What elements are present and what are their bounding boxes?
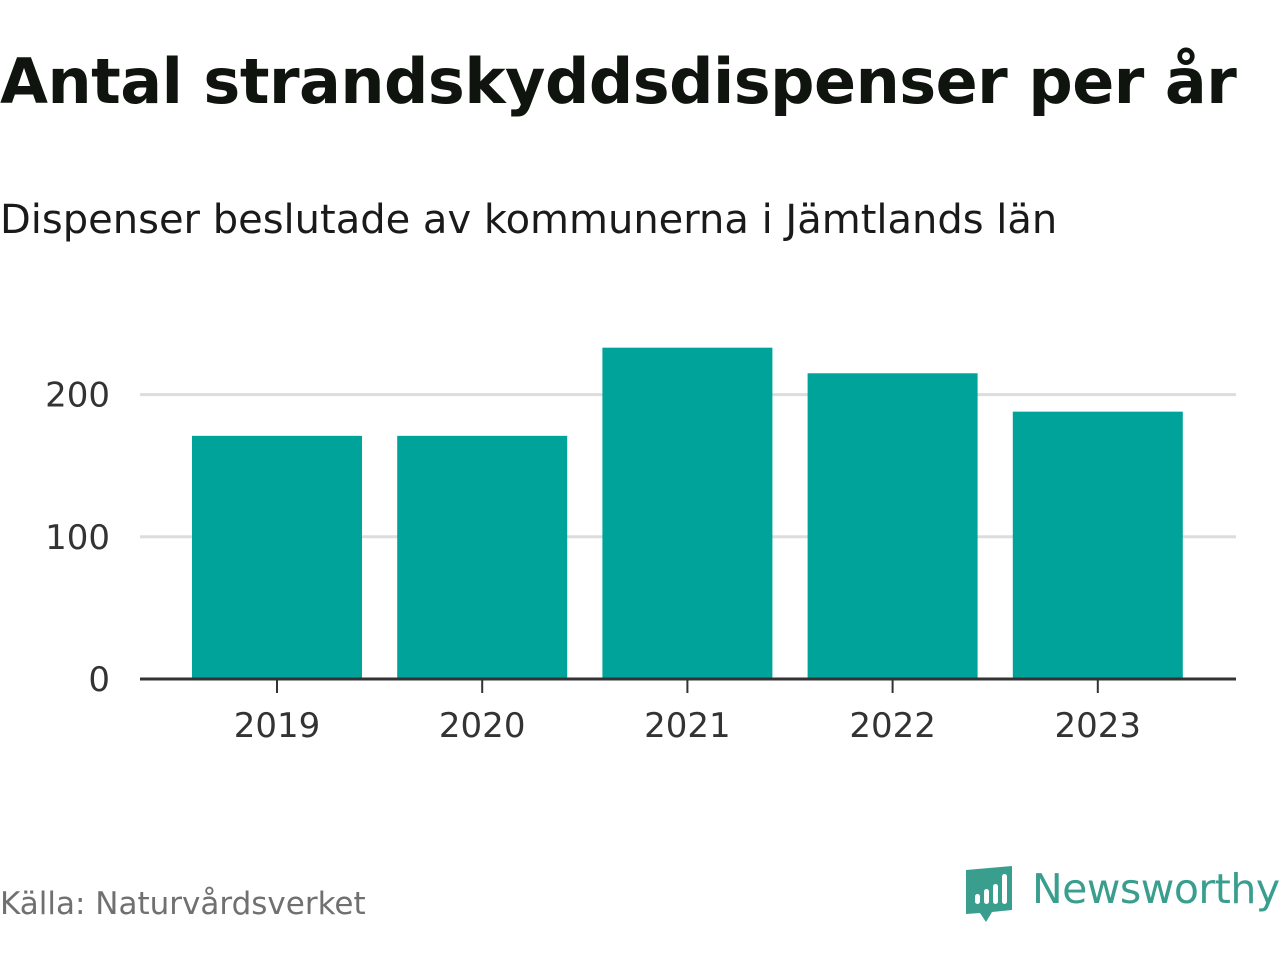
bar-layer xyxy=(192,347,1183,679)
y-tick-label: 100 xyxy=(45,518,110,558)
y-tick-label: 0 xyxy=(88,660,110,700)
bar-2020[interactable] xyxy=(397,435,568,679)
newsworthy-logo[interactable]: Newsworthy xyxy=(964,862,1280,926)
brand-name: Newsworthy xyxy=(1032,865,1280,913)
x-tick-label: 2020 xyxy=(439,706,526,746)
bar-2021[interactable] xyxy=(602,347,773,679)
x-tick-label: 2023 xyxy=(1055,706,1142,746)
bar-2023[interactable] xyxy=(1012,411,1183,679)
axis-layer: 0 100 200 2019 2020 2021 2022 2023 xyxy=(45,376,1236,746)
y-tick-label: 200 xyxy=(45,376,110,416)
x-tick-label: 2022 xyxy=(849,706,936,746)
bar-2019[interactable] xyxy=(192,435,362,679)
newsworthy-logo-icon xyxy=(966,866,1012,922)
source-note: Källa: Naturvårdsverket xyxy=(0,886,366,922)
x-tick-label: 2019 xyxy=(234,706,321,746)
chart-title: Antal strandskyddsdispenser per år xyxy=(0,45,1237,118)
x-tick-label: 2021 xyxy=(644,706,731,746)
bar-2022[interactable] xyxy=(807,373,978,679)
chart-subtitle: Dispenser beslutade av kommunerna i Jämt… xyxy=(0,197,1058,243)
